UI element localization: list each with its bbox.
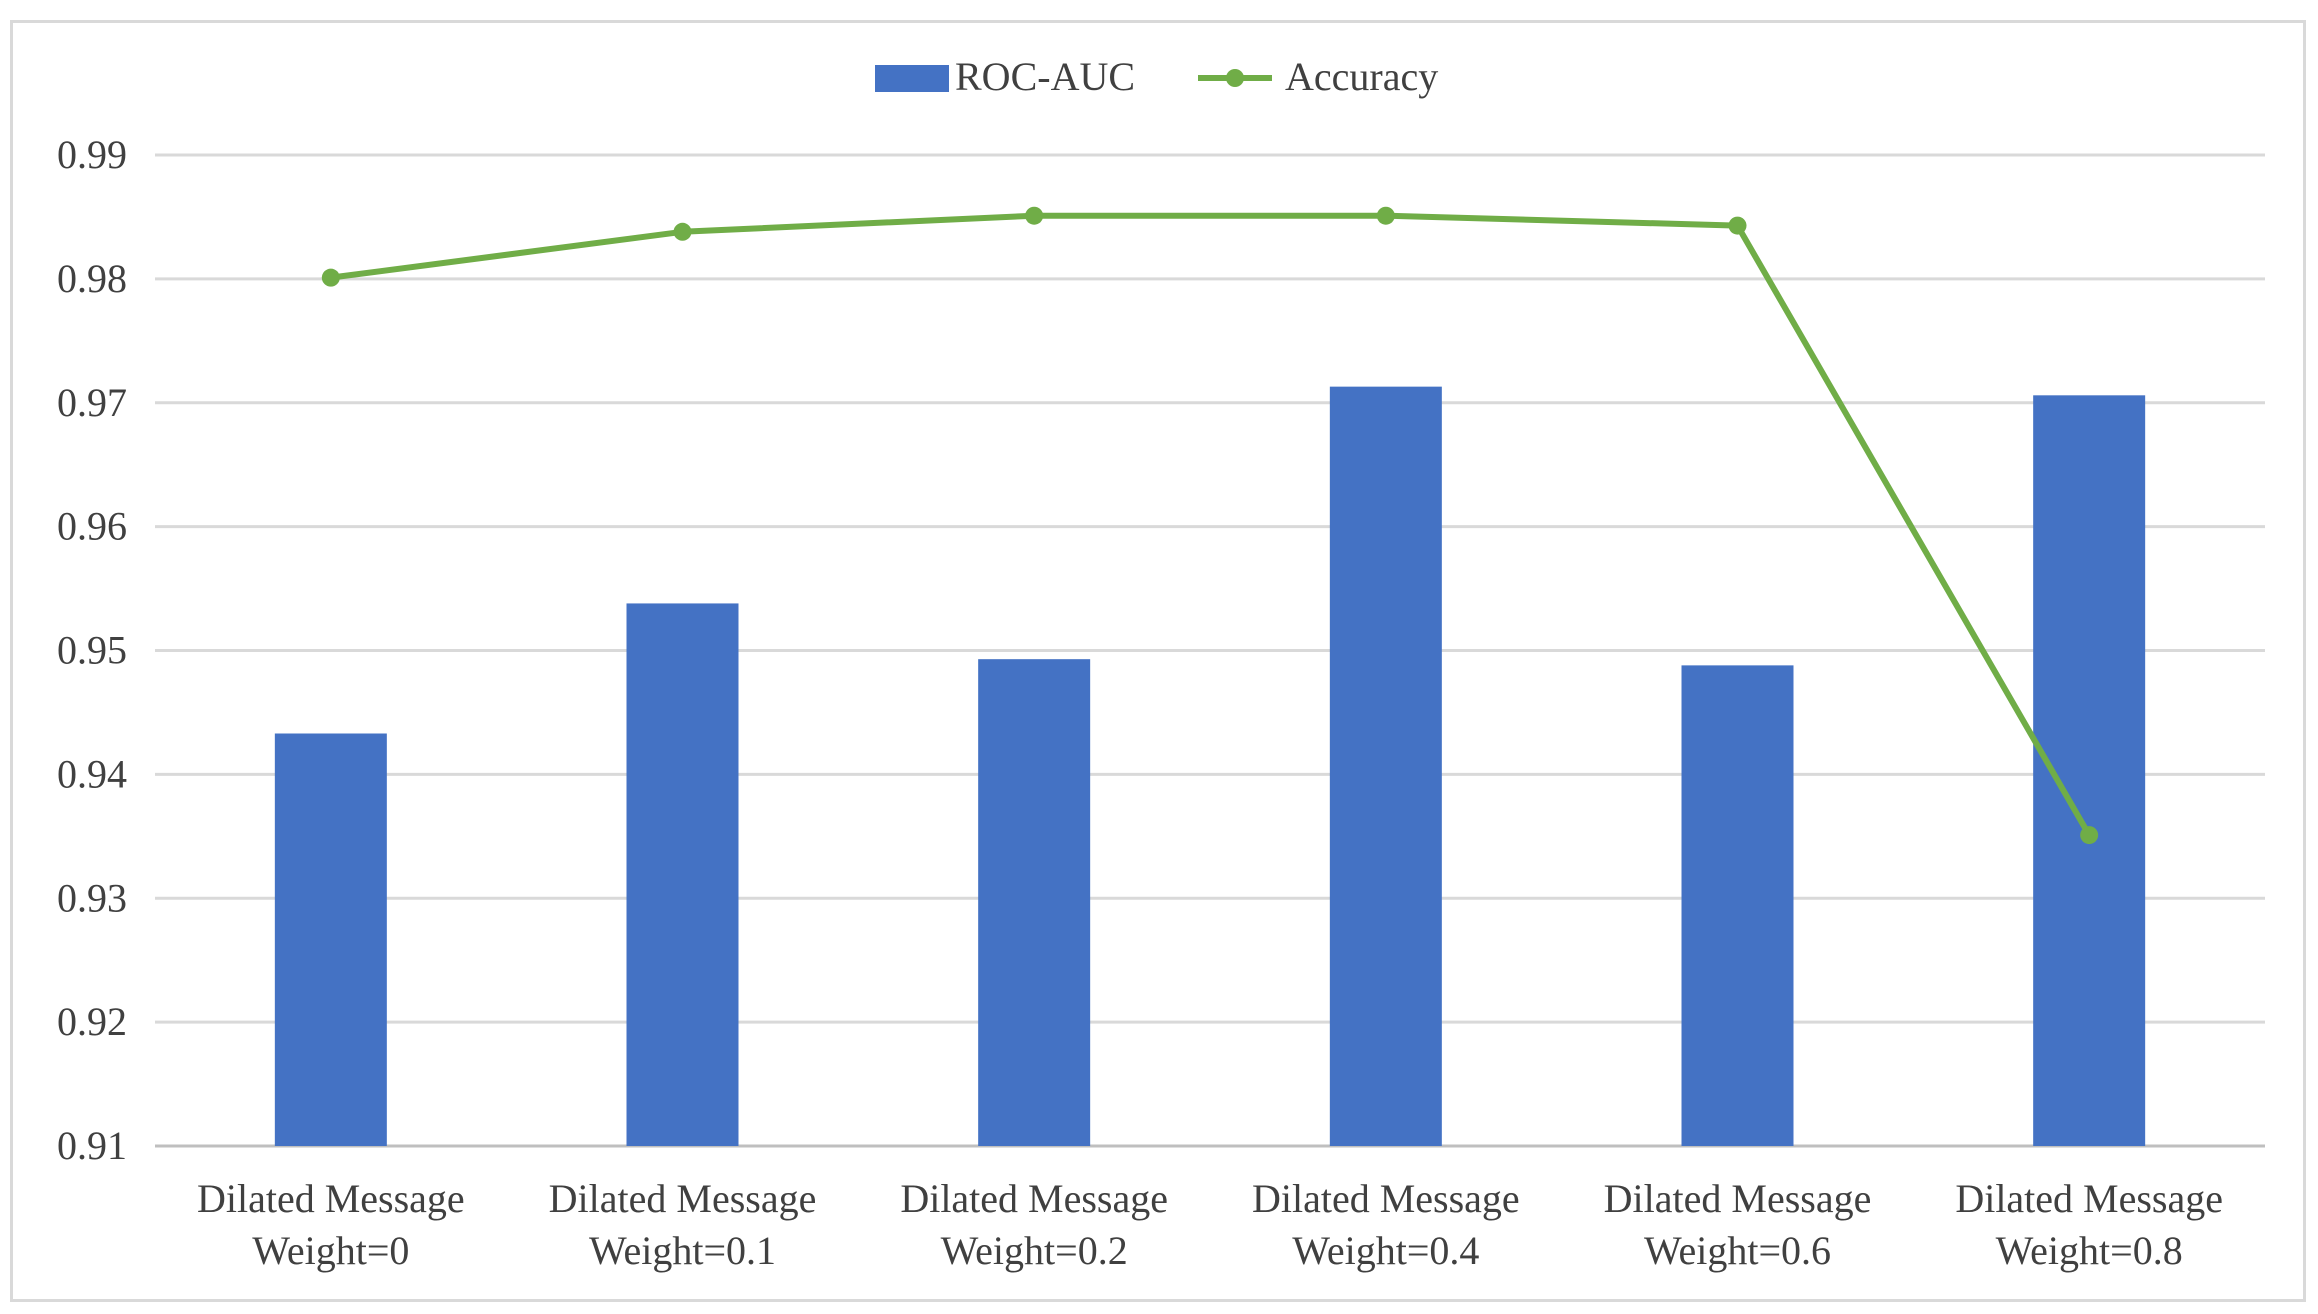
x-category-label: Dilated Message Weight=0.1 — [549, 1176, 817, 1273]
legend-label-accuracy: Accuracy — [1285, 54, 1438, 99]
y-tick-label: 0.92 — [57, 999, 127, 1044]
chart-frame — [10, 20, 2306, 1302]
accuracy-series-line — [330, 212, 2092, 837]
legend-marker-accuracy — [1226, 69, 1244, 87]
y-tick-label: 0.99 — [57, 132, 127, 177]
y-tick-label: 0.91 — [57, 1123, 127, 1168]
bar — [978, 659, 1091, 1146]
accuracy-point — [2080, 826, 2099, 845]
bar — [1329, 386, 1442, 1146]
accuracy-point — [673, 222, 692, 241]
accuracy-line — [321, 206, 2099, 845]
accuracy-point — [321, 268, 340, 287]
accuracy-point — [1728, 216, 1747, 235]
x-category-label: Dilated Message Weight=0.4 — [1252, 1176, 1520, 1273]
bar — [626, 603, 739, 1146]
legend-label-roc-auc: ROC-AUC — [955, 54, 1135, 99]
accuracy-point — [1025, 206, 1044, 225]
legend: ROC-AUC Accuracy — [875, 54, 1438, 99]
bar — [1681, 665, 1794, 1146]
roc-auc-bars — [274, 386, 2146, 1146]
x-category-label: Dilated Message Weight=0 — [197, 1176, 465, 1273]
grid-lines — [155, 153, 2265, 1148]
y-tick-label: 0.94 — [57, 751, 127, 796]
x-category-label: Dilated Message Weight=0.2 — [900, 1176, 1168, 1273]
x-category-label: Dilated Message Weight=0.6 — [1604, 1176, 1872, 1273]
bar — [274, 733, 387, 1146]
legend-swatch-roc-auc — [875, 65, 949, 92]
y-tick-label: 0.96 — [57, 504, 127, 549]
y-tick-label: 0.93 — [57, 875, 127, 920]
x-axis-categories: Dilated Message Weight=0 Dilated Message We… — [197, 1176, 2223, 1273]
y-tick-label: 0.95 — [57, 628, 127, 673]
y-tick-label: 0.98 — [57, 256, 127, 301]
y-tick-label: 0.97 — [57, 380, 127, 425]
x-category-label: Dilated Message Weight=0.8 — [1955, 1176, 2223, 1273]
y-axis-ticks: 0.91 0.92 0.93 0.94 0.95 0.96 0.97 0.98 0.99 — [57, 132, 127, 1168]
accuracy-point — [1376, 206, 1395, 225]
